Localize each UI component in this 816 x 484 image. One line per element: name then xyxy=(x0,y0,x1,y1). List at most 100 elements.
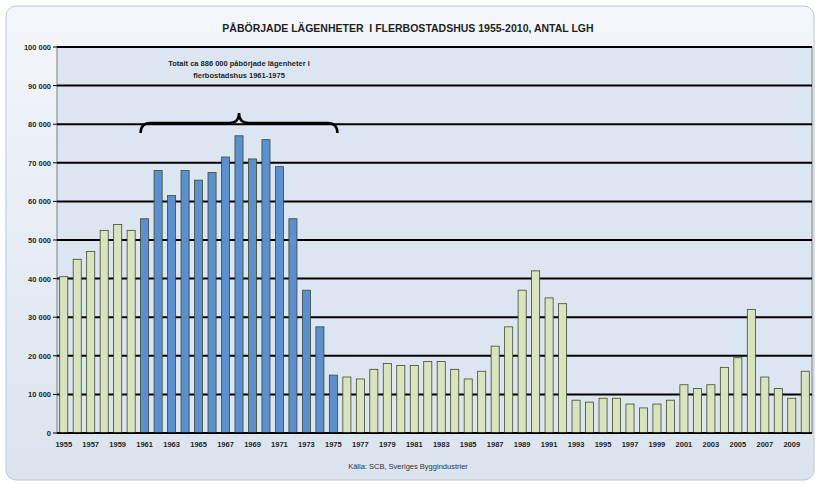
y-tick-label: 100 000 xyxy=(24,43,51,52)
y-tick-label: 50 000 xyxy=(28,236,51,245)
bar xyxy=(181,171,189,433)
grid-line xyxy=(57,85,812,87)
y-tick-label: 90 000 xyxy=(28,82,51,91)
y-tick xyxy=(53,355,57,356)
bar xyxy=(316,327,324,433)
grid-line xyxy=(57,46,812,48)
bar xyxy=(410,365,418,433)
x-tick-label: 1987 xyxy=(487,440,504,449)
bar xyxy=(195,180,203,433)
bar xyxy=(302,290,310,433)
plot-area xyxy=(57,47,812,433)
bar xyxy=(586,402,594,433)
x-tick-label: 1975 xyxy=(325,440,342,449)
bar xyxy=(559,304,567,433)
bar xyxy=(747,309,755,433)
x-tick-label: 1995 xyxy=(595,440,612,449)
bar xyxy=(653,404,661,433)
bar xyxy=(275,167,283,433)
y-tick-label: 20 000 xyxy=(28,352,51,361)
bar xyxy=(370,369,378,433)
bar xyxy=(424,362,432,433)
y-tick xyxy=(53,124,57,125)
source: Källa: SCB, Sveriges Byggindustrier xyxy=(348,462,468,471)
bar xyxy=(720,367,728,433)
x-tick-label: 2007 xyxy=(756,440,773,449)
bar xyxy=(60,277,68,433)
y-tick xyxy=(53,85,57,86)
y-tick xyxy=(53,317,57,318)
x-tick-label: 1981 xyxy=(406,440,423,449)
bar xyxy=(693,389,701,433)
bar xyxy=(208,172,216,433)
bar xyxy=(127,230,135,433)
x-tick-label: 1963 xyxy=(163,440,180,449)
bar xyxy=(572,400,580,433)
bar xyxy=(262,140,270,433)
bar xyxy=(680,385,688,433)
y-tick-label: 0 xyxy=(47,429,51,438)
x-tick-label: 1965 xyxy=(190,440,207,449)
y-tick xyxy=(53,433,57,434)
bar xyxy=(397,365,405,433)
x-tick-label: 1997 xyxy=(622,440,639,449)
x-tick-label: 2005 xyxy=(730,440,747,449)
bar xyxy=(505,327,513,433)
bar xyxy=(248,159,256,433)
bar xyxy=(221,157,229,433)
bar xyxy=(464,379,472,433)
x-tick-label: 1967 xyxy=(217,440,234,449)
bar xyxy=(532,271,540,433)
x-tick-label: 1959 xyxy=(109,440,126,449)
y-tick xyxy=(53,162,57,163)
bar xyxy=(235,136,243,433)
bar xyxy=(612,398,620,433)
bar xyxy=(801,371,809,433)
bar xyxy=(707,385,715,433)
bar xyxy=(100,230,108,433)
bar xyxy=(545,298,553,433)
x-tick-label: 1993 xyxy=(568,440,585,449)
bar xyxy=(518,290,526,433)
bar xyxy=(599,398,607,433)
x-tick-label: 1955 xyxy=(55,440,72,449)
bar xyxy=(114,225,122,433)
y-tick xyxy=(53,201,57,202)
x-tick-label: 1977 xyxy=(352,440,369,449)
bar xyxy=(774,389,782,433)
bar xyxy=(491,346,499,433)
x-tick-label: 1957 xyxy=(82,440,99,449)
bar xyxy=(734,358,742,433)
bar xyxy=(437,362,445,433)
bar xyxy=(666,400,674,433)
x-tick-label: 1985 xyxy=(460,440,477,449)
grid-line xyxy=(57,432,812,434)
y-tick-label: 70 000 xyxy=(28,159,51,168)
bar xyxy=(626,404,634,433)
bar xyxy=(343,377,351,433)
bar xyxy=(788,398,796,433)
x-tick-label: 1989 xyxy=(514,440,531,449)
y-tick xyxy=(53,47,57,48)
x-tick-label: 2003 xyxy=(703,440,720,449)
y-tick-label: 60 000 xyxy=(28,197,51,206)
y-tick xyxy=(53,394,57,395)
y-tick xyxy=(53,240,57,241)
bar xyxy=(639,408,647,433)
bar xyxy=(761,377,769,433)
annotation: Totalt ca 886 000 påbörjade lägenheter i xyxy=(168,59,310,68)
x-axis xyxy=(57,432,812,434)
x-tick-label: 1971 xyxy=(271,440,288,449)
bar xyxy=(451,369,459,433)
grid-line xyxy=(57,162,812,164)
x-tick-label: 1999 xyxy=(649,440,666,449)
y-tick-label: 10 000 xyxy=(28,390,51,399)
x-tick-label: 1969 xyxy=(244,440,261,449)
bar xyxy=(73,259,81,433)
bar xyxy=(478,371,486,433)
title: PÅBÖRJADE LÄGENHETER I FLERBOSTADSHUS 19… xyxy=(222,22,593,34)
y-tick-label: 80 000 xyxy=(28,120,51,129)
bars xyxy=(60,136,810,433)
bar xyxy=(356,379,364,433)
x-tick-label: 1961 xyxy=(136,440,153,449)
